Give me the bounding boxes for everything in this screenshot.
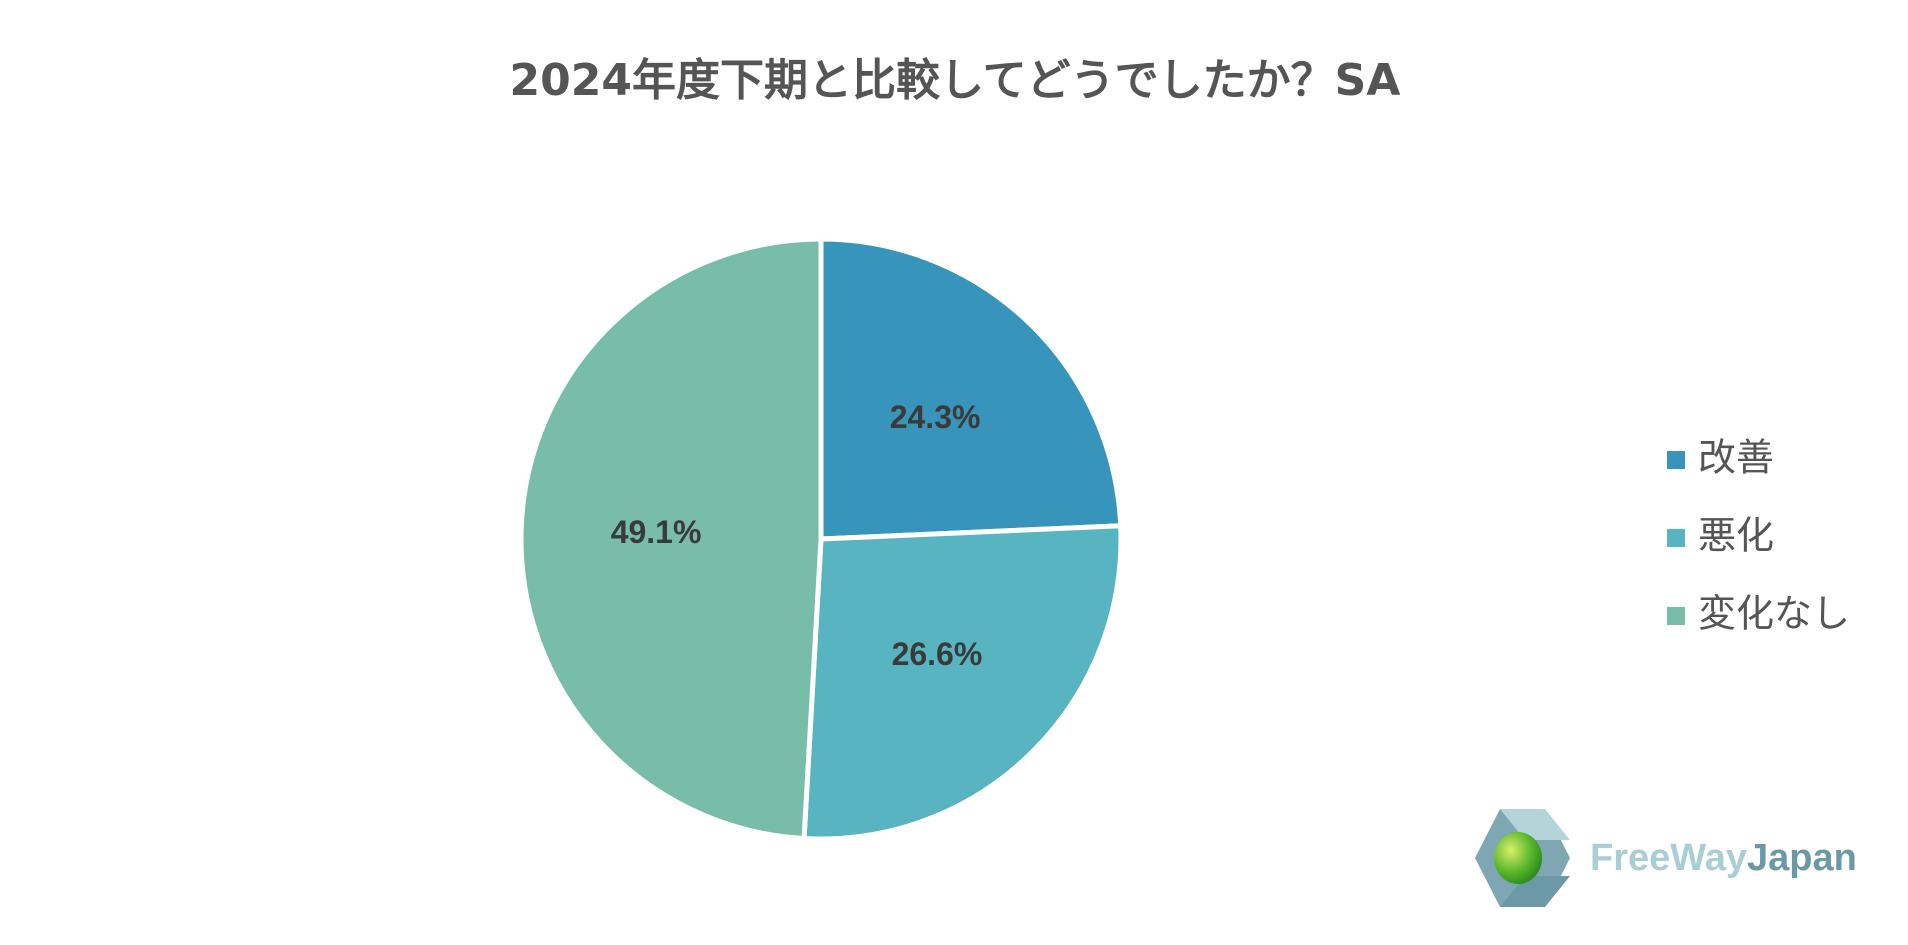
legend-label: 改善 xyxy=(1698,436,1774,480)
data-label: 24.3% xyxy=(890,399,981,435)
logo-part2: Japan xyxy=(1747,837,1857,879)
legend-label: 変化なし xyxy=(1698,592,1850,636)
legend-swatch xyxy=(1667,607,1685,625)
logo-facet xyxy=(1500,876,1570,907)
data-label: 49.1% xyxy=(611,514,702,550)
logo-text: FreeWayJapan xyxy=(1590,837,1857,879)
legend-label: 悪化 xyxy=(1698,514,1774,558)
logo-part1: FreeWay xyxy=(1590,837,1747,879)
pie-slice xyxy=(518,236,824,842)
data-label: 26.6% xyxy=(892,636,983,672)
logo-facet xyxy=(1500,809,1570,840)
pie-slice xyxy=(818,236,1124,542)
pie-slice xyxy=(801,523,1124,842)
logo-ball xyxy=(1494,832,1542,884)
legend-swatch xyxy=(1667,451,1685,469)
logo: FreeWayJapan xyxy=(1475,809,1857,907)
chart-title: 2024年度下期と比較してどうでしたか？SA xyxy=(510,55,1401,106)
legend-swatch xyxy=(1667,529,1685,547)
